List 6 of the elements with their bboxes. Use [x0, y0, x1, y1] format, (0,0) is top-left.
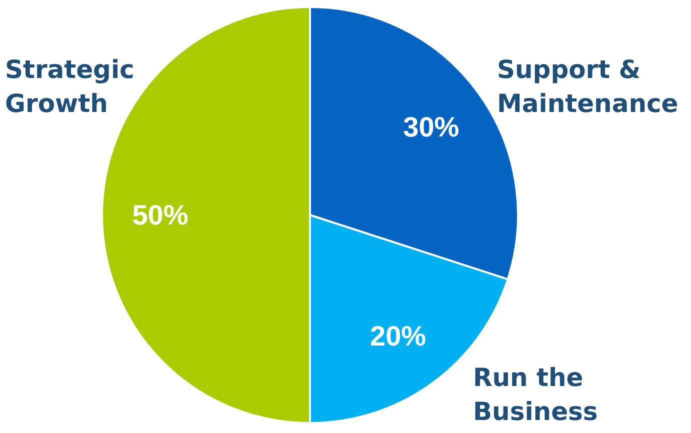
slice-label: Strategic Growth — [5, 55, 134, 118]
data-label: 50% — [132, 200, 188, 230]
slice-label: Support & Maintenance — [497, 55, 678, 118]
data-label: 30% — [403, 111, 460, 142]
data-label: 20% — [370, 320, 426, 352]
slice-label: Run the Business — [473, 363, 598, 426]
